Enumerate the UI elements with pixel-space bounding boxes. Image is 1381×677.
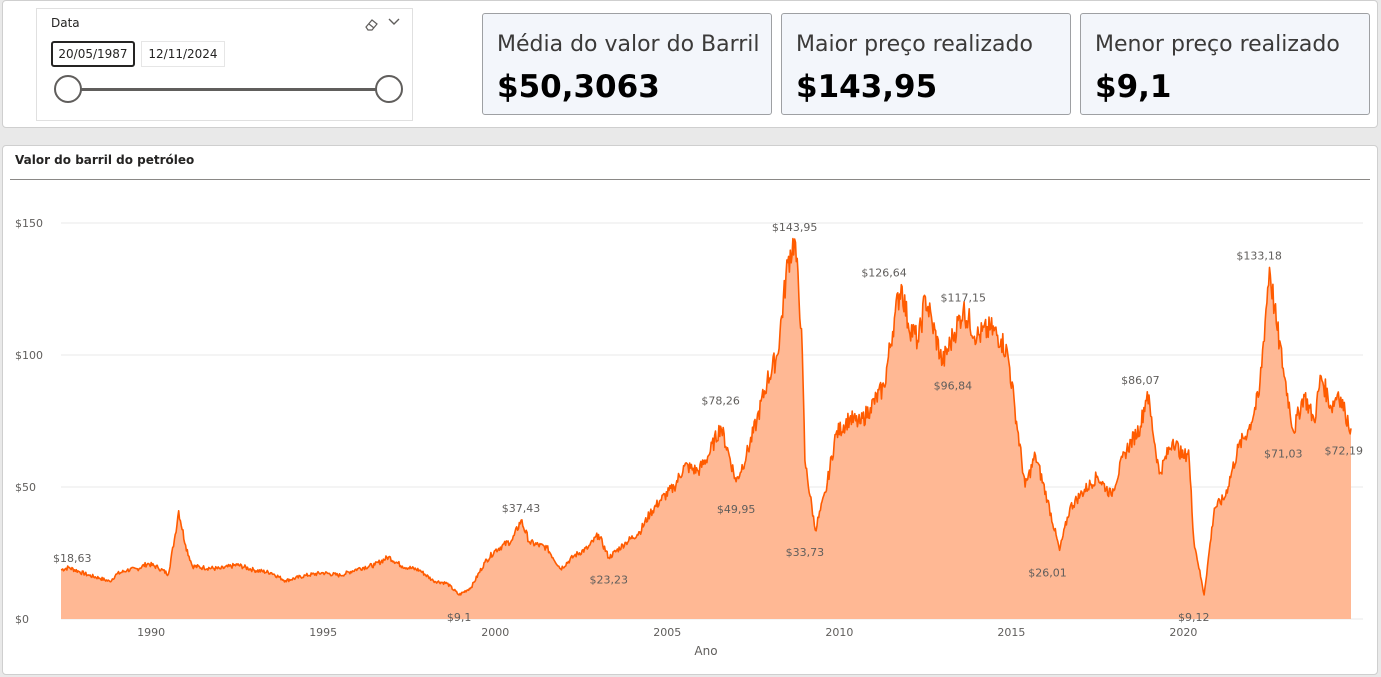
price-line	[60, 237, 1352, 596]
end-date-input[interactable]: 12/11/2024	[141, 41, 225, 67]
eraser-icon[interactable]	[364, 16, 380, 32]
price-area	[61, 238, 1351, 619]
max-price-card: Maior preço realizado $143,95	[781, 13, 1071, 115]
date-slicer[interactable]: Data 20/05/1987 12/11/2024	[36, 8, 413, 121]
data-label: $49,95	[717, 503, 756, 516]
x-tick-label: 2015	[997, 626, 1025, 639]
data-label: $86,07	[1121, 374, 1160, 387]
data-label: $9,12	[1178, 611, 1210, 624]
data-label: $23,23	[590, 574, 629, 587]
data-label: $96,84	[934, 379, 973, 392]
y-tick-label: $50	[15, 481, 36, 494]
data-label: $26,01	[1028, 566, 1067, 579]
card-label: Média do valor do Barril	[497, 32, 760, 57]
end-date-handle[interactable]	[375, 75, 403, 103]
x-tick-label: 2020	[1169, 626, 1197, 639]
y-tick-label: $0	[15, 613, 29, 626]
start-date-handle[interactable]	[54, 75, 82, 103]
data-label: $133,18	[1236, 249, 1282, 262]
data-label: $9,1	[447, 611, 472, 624]
data-label: $72,19	[1325, 444, 1364, 457]
data-label: $126,64	[861, 267, 907, 280]
price-area-chart[interactable]: $0 $50 $100 $150 1990 1995 2000 2005 2010 2015 202…	[3, 146, 1377, 674]
x-tick-label: 2010	[825, 626, 853, 639]
x-tick-label: 2005	[653, 626, 681, 639]
card-value: $9,1	[1095, 69, 1172, 105]
start-date-input[interactable]: 20/05/1987	[51, 41, 135, 67]
card-label: Menor preço realizado	[1095, 32, 1340, 57]
chevron-down-icon[interactable]	[387, 15, 401, 29]
x-axis-title: Ano	[694, 644, 717, 658]
data-label: $33,73	[786, 546, 825, 559]
card-value: $50,3063	[497, 69, 660, 105]
date-range-track[interactable]	[67, 88, 389, 91]
chart-panel: Valor do barril do petróleo $0 $50 $100 $15…	[2, 145, 1378, 675]
x-tick-label: 1990	[137, 626, 165, 639]
x-tick-label: 1995	[309, 626, 337, 639]
slicer-title: Data	[51, 16, 80, 30]
filter-and-kpi-panel: Data 20/05/1987 12/11/2024 Média do valo…	[2, 0, 1378, 128]
card-label: Maior preço realizado	[796, 32, 1033, 57]
chart-title: Valor do barril do petróleo	[15, 153, 195, 167]
data-label: $37,43	[502, 502, 541, 515]
y-tick-label: $150	[15, 217, 43, 230]
average-price-card: Média do valor do Barril $50,3063	[482, 13, 772, 115]
data-label: $117,15	[940, 292, 986, 305]
data-label: $71,03	[1264, 447, 1303, 460]
card-value: $143,95	[796, 69, 938, 105]
data-label: $78,26	[701, 394, 740, 407]
min-price-card: Menor preço realizado $9,1	[1080, 13, 1370, 115]
title-divider	[10, 179, 1370, 180]
data-label: $143,95	[772, 221, 818, 234]
x-tick-label: 2000	[481, 626, 509, 639]
y-tick-label: $100	[15, 349, 43, 362]
data-label: $18,63	[53, 552, 92, 565]
